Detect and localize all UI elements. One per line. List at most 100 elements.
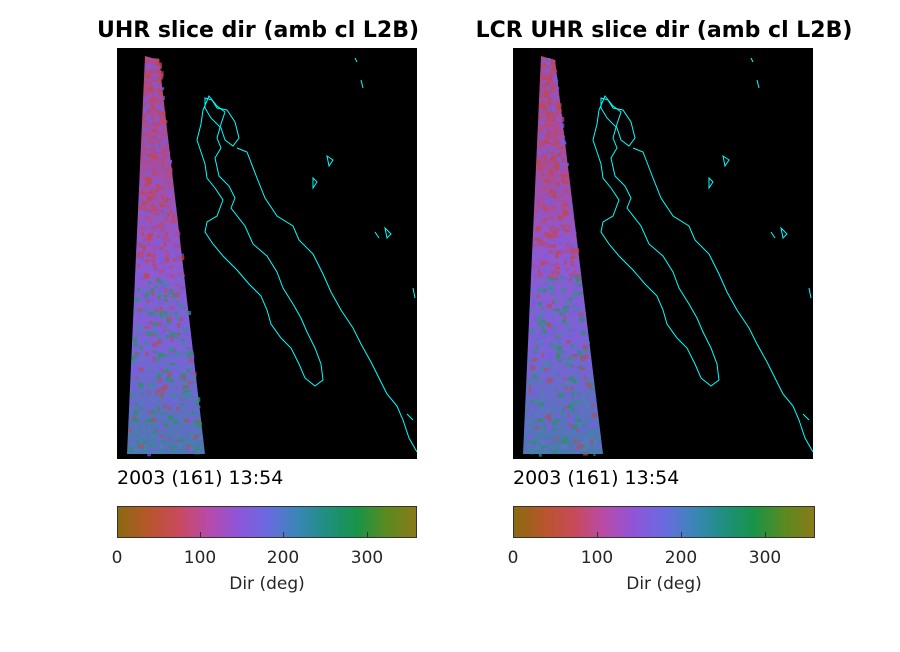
swath-pixel bbox=[157, 66, 160, 69]
swath-pixel bbox=[152, 64, 158, 70]
swath-pixel bbox=[157, 318, 162, 322]
swath-pixel bbox=[554, 280, 558, 283]
swath-pixel bbox=[149, 227, 154, 231]
swath-pixel bbox=[153, 111, 156, 117]
swath-pixel bbox=[150, 71, 157, 74]
swath-pixel bbox=[564, 302, 568, 306]
swath-pixel bbox=[549, 81, 554, 84]
swath-pixel bbox=[533, 279, 536, 283]
swath-pixel bbox=[567, 206, 570, 210]
swath-pixel bbox=[561, 265, 565, 268]
swath-pixel bbox=[583, 437, 589, 441]
swath-pixel bbox=[547, 61, 551, 66]
swath-pixel bbox=[542, 360, 546, 365]
swath-pixel bbox=[562, 319, 567, 323]
swath-pixel bbox=[545, 75, 550, 78]
swath-pixel bbox=[588, 379, 594, 384]
swath-pixel bbox=[162, 315, 167, 320]
swath-pixel bbox=[155, 184, 159, 188]
swath-pixel bbox=[550, 168, 557, 171]
swath-pixel bbox=[167, 396, 171, 401]
swath-pixel bbox=[543, 97, 548, 101]
swath-pixel bbox=[144, 155, 148, 160]
swath-pixel bbox=[559, 311, 565, 316]
swath-pixel bbox=[142, 426, 146, 431]
swath-pixel bbox=[151, 342, 158, 347]
swath-pixel bbox=[147, 237, 153, 241]
swath-pixel bbox=[143, 217, 147, 223]
swath-pixel bbox=[536, 318, 540, 323]
swath-pixel bbox=[543, 187, 547, 193]
swath-pixel bbox=[533, 237, 539, 241]
swath-pixel bbox=[145, 426, 149, 429]
swath-pixel bbox=[567, 422, 571, 426]
swath-pixel bbox=[184, 337, 189, 342]
swath-pixel bbox=[577, 350, 582, 355]
swath-pixel bbox=[562, 383, 566, 388]
swath-pixel bbox=[545, 113, 550, 118]
swath-pixel bbox=[135, 271, 140, 274]
swath-pixel bbox=[181, 338, 185, 342]
swath-pixel bbox=[561, 329, 566, 333]
swath-pixel bbox=[540, 327, 544, 332]
swath-pixel bbox=[155, 59, 160, 63]
swath-pixel bbox=[157, 148, 162, 152]
swath-pixel bbox=[154, 341, 161, 345]
swath-pixel bbox=[553, 93, 558, 98]
tick-mark bbox=[765, 532, 766, 537]
swath-pixel bbox=[166, 310, 170, 316]
swath-pixel bbox=[584, 382, 591, 385]
swath-pixel bbox=[152, 311, 158, 315]
swath-pixel bbox=[154, 116, 159, 121]
swath-pixel bbox=[144, 235, 150, 240]
swath-pixel bbox=[548, 375, 552, 380]
swath-pixel bbox=[163, 241, 167, 246]
swath-pixel bbox=[542, 319, 546, 324]
swath-pixel bbox=[146, 85, 152, 90]
swath-pixel bbox=[543, 156, 547, 161]
swath-pixel bbox=[153, 430, 157, 435]
swath-pixel bbox=[157, 76, 163, 81]
swath-pixel bbox=[176, 302, 183, 306]
swath-pixel bbox=[159, 331, 165, 335]
swath-pixel bbox=[194, 391, 198, 395]
swath-pixel bbox=[547, 130, 553, 134]
swath-pixel bbox=[142, 294, 149, 298]
swath-pixel bbox=[159, 313, 163, 318]
swath-pixel bbox=[539, 225, 545, 230]
swath-pixel bbox=[147, 241, 150, 247]
swath-pixel bbox=[549, 83, 556, 88]
swath-pixel bbox=[150, 74, 154, 78]
swath-pixel bbox=[160, 395, 164, 398]
panel-left: UHR slice dir (amb cl L2B) bbox=[0, 0, 420, 652]
swath-pixel bbox=[141, 297, 147, 301]
swath-pixel bbox=[551, 289, 557, 294]
swath-pixel bbox=[568, 376, 574, 381]
swath-pixel bbox=[553, 365, 557, 369]
swath-pixel bbox=[541, 311, 545, 315]
swath-pixel bbox=[174, 351, 177, 355]
swath-pixel bbox=[159, 231, 166, 235]
swath-pixel bbox=[185, 331, 191, 337]
swath-pixel bbox=[162, 354, 167, 357]
swath-pixel bbox=[548, 427, 553, 432]
swath-pixel bbox=[159, 124, 165, 129]
swath-pixel bbox=[150, 162, 155, 167]
swath-pixel bbox=[577, 302, 581, 305]
swath-pixel bbox=[564, 331, 568, 336]
swath-pixel bbox=[149, 398, 154, 402]
swath-pixel bbox=[551, 180, 556, 184]
swath-pixel bbox=[156, 278, 161, 284]
swath-pixel bbox=[580, 309, 585, 312]
swath-pixel bbox=[160, 434, 164, 439]
swath-pixel bbox=[545, 212, 550, 218]
swath-pixel bbox=[567, 357, 572, 360]
swath-pixel bbox=[558, 215, 561, 218]
swath-pixel bbox=[576, 283, 582, 287]
swath-pixel bbox=[541, 383, 545, 386]
swath-pixel bbox=[529, 451, 534, 455]
swath-pixel bbox=[568, 277, 572, 282]
swath-pixel bbox=[556, 154, 562, 157]
swath-pixel bbox=[557, 235, 561, 240]
swath-pixel bbox=[547, 344, 551, 347]
